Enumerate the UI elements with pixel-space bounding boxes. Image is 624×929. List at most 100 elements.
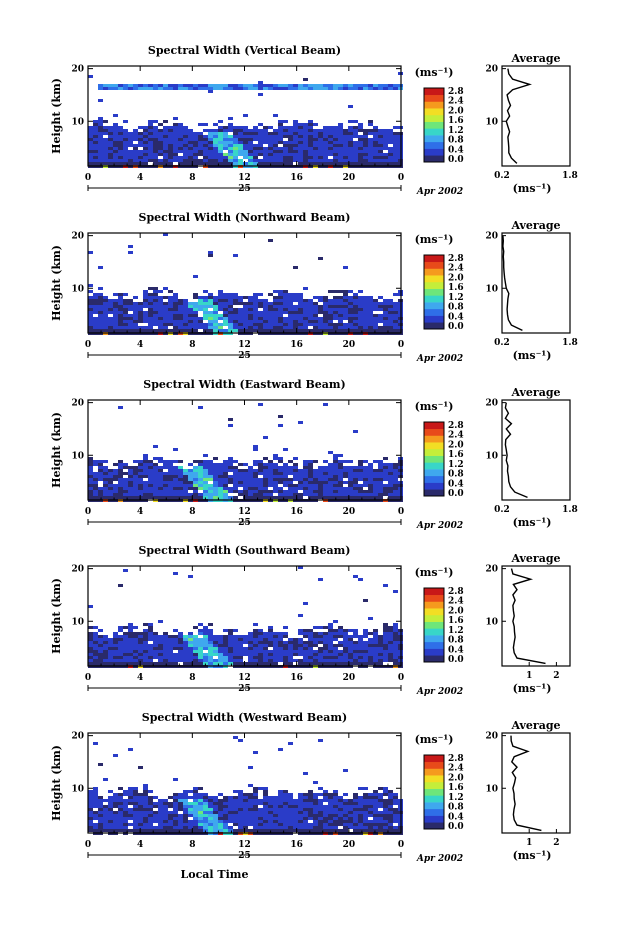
heat-cell xyxy=(308,153,313,156)
heat-cell xyxy=(223,629,228,632)
heat-cell xyxy=(293,463,298,466)
heat-cell xyxy=(173,635,178,638)
heat-cell xyxy=(363,808,368,811)
heat-cell xyxy=(258,641,263,644)
heat-cell xyxy=(263,147,268,150)
heat-cell xyxy=(118,84,123,87)
heat-cell xyxy=(338,490,343,493)
heat-cell xyxy=(103,484,108,487)
heat-cell xyxy=(108,299,113,302)
heat-cell xyxy=(388,644,393,647)
heat-cell xyxy=(153,290,158,293)
heat-cell xyxy=(128,787,133,790)
heat-cell xyxy=(188,162,193,165)
heat-cell xyxy=(383,653,388,656)
heat-cell xyxy=(193,460,198,463)
heat-cell xyxy=(333,823,338,826)
heat-cell xyxy=(113,129,118,132)
heat-cell xyxy=(123,811,128,814)
heat-cell xyxy=(338,323,343,326)
heat-cell xyxy=(218,817,223,820)
heat-cell xyxy=(158,329,163,332)
heat-cell xyxy=(338,481,343,484)
heat-cell xyxy=(293,84,298,87)
heat-cell xyxy=(383,493,388,496)
heat-cell xyxy=(183,823,188,826)
heat-cell xyxy=(128,251,133,254)
heat-cell xyxy=(173,302,178,305)
heat-cell xyxy=(123,144,128,147)
heat-cell xyxy=(323,644,328,647)
heat-cell xyxy=(368,296,373,299)
heat-cell xyxy=(393,293,398,296)
heat-cell xyxy=(153,299,158,302)
heat-cell xyxy=(243,475,248,478)
heat-cell xyxy=(333,817,338,820)
heat-cell xyxy=(163,159,168,162)
heat-cell xyxy=(303,84,308,87)
heat-cell xyxy=(233,820,238,823)
heat-cell xyxy=(178,311,183,314)
heat-cell xyxy=(348,317,353,320)
heat-cell xyxy=(253,478,258,481)
heat-cell xyxy=(303,123,308,126)
heat-cell xyxy=(143,644,148,647)
heat-cell xyxy=(393,478,398,481)
heat-cell xyxy=(293,323,298,326)
y-tick-label: 10 xyxy=(71,451,84,461)
heat-cell xyxy=(348,126,353,129)
heat-cell xyxy=(303,317,308,320)
heat-cell xyxy=(333,150,338,153)
heat-cell xyxy=(373,650,378,653)
heat-cell xyxy=(123,802,128,805)
heat-cell xyxy=(333,126,338,129)
heat-cell xyxy=(308,314,313,317)
heat-cell xyxy=(333,475,338,478)
heat-cell xyxy=(373,129,378,132)
heat-cell xyxy=(283,641,288,644)
heat-cell xyxy=(268,653,273,656)
heat-cell xyxy=(228,820,233,823)
heat-cell xyxy=(333,129,338,132)
heat-cell xyxy=(118,802,123,805)
colorbar-swatch xyxy=(424,114,444,122)
heat-cell xyxy=(133,308,138,311)
heat-cell xyxy=(368,147,373,150)
heat-cell xyxy=(373,323,378,326)
heat-cell xyxy=(243,793,248,796)
heat-cell xyxy=(173,653,178,656)
heat-cell xyxy=(153,469,158,472)
heat-cell xyxy=(208,84,213,87)
heat-cell xyxy=(208,496,213,499)
heat-cell xyxy=(208,135,213,138)
heat-cell xyxy=(213,644,218,647)
heat-cell xyxy=(393,138,398,141)
heat-cell xyxy=(183,484,188,487)
heat-cell xyxy=(298,478,303,481)
heat-cell xyxy=(383,141,388,144)
heat-cell xyxy=(143,126,148,129)
heat-cell xyxy=(268,814,273,817)
heat-cell xyxy=(223,653,228,656)
heat-cell xyxy=(133,460,138,463)
heat-cell xyxy=(173,153,178,156)
heat-cell xyxy=(363,647,368,650)
heat-cell xyxy=(123,141,128,144)
average-profile-line xyxy=(502,235,523,332)
heat-cell xyxy=(343,817,348,820)
heat-cell xyxy=(328,472,333,475)
heat-cell xyxy=(383,650,388,653)
heat-cell xyxy=(163,817,168,820)
heat-cell xyxy=(263,635,268,638)
heat-cell xyxy=(388,302,393,305)
heat-cell xyxy=(323,820,328,823)
colorbar-swatch xyxy=(424,148,444,156)
heat-cell xyxy=(323,626,328,629)
heat-cell xyxy=(173,826,178,829)
heat-cell xyxy=(388,87,393,90)
heat-cell xyxy=(168,656,173,659)
heat-cell xyxy=(208,796,213,799)
heat-cell xyxy=(123,299,128,302)
heat-cell xyxy=(193,626,198,629)
heat-cell xyxy=(128,656,133,659)
